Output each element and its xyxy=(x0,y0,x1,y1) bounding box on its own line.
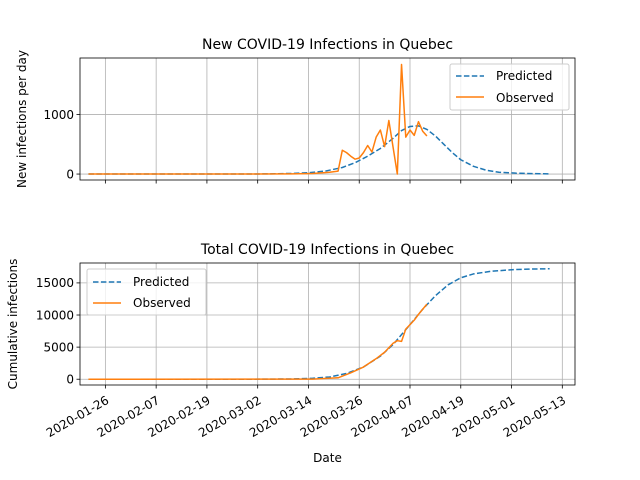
plot-frame xyxy=(79,57,576,181)
legend: Predicted Observed xyxy=(449,63,570,111)
chart-title: Total COVID-19 Infections in Quebec xyxy=(200,242,454,258)
legend: Predicted Observed xyxy=(86,268,207,316)
y-tick-label: 1000 xyxy=(43,108,74,122)
y-axis-label: New infections per day xyxy=(15,50,29,188)
legend-label-observed: Observed xyxy=(133,296,191,310)
series-line-observed xyxy=(88,303,428,380)
chart-title: New COVID-19 Infections in Quebec xyxy=(202,37,453,53)
y-tick-label: 5000 xyxy=(43,340,74,354)
y-tick-label: 10000 xyxy=(36,308,74,322)
plot-frame xyxy=(79,262,576,386)
y-tick-label: 15000 xyxy=(36,276,74,290)
legend-label-predicted: Predicted xyxy=(133,275,189,289)
legend-label-observed: Observed xyxy=(496,91,554,105)
x-axis-label: Date xyxy=(313,451,342,465)
legend-label-predicted: Predicted xyxy=(496,69,552,83)
series-line-predicted xyxy=(88,125,550,175)
y-tick-label: 0 xyxy=(66,373,74,387)
y-tick-label: 0 xyxy=(66,167,74,181)
series-line-observed xyxy=(88,63,428,175)
y-axis-label: Cumulative infections xyxy=(6,259,20,390)
